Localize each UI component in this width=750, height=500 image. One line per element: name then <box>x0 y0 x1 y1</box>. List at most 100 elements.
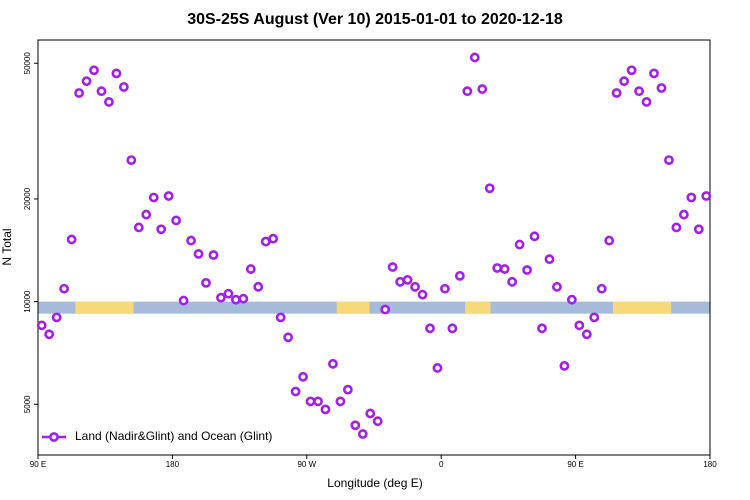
data-point <box>634 86 644 97</box>
x-tick-label: 180 <box>166 460 180 469</box>
data-point <box>260 236 271 247</box>
data-point <box>604 235 615 246</box>
data-point <box>74 88 84 98</box>
data-point <box>320 404 331 415</box>
data-point <box>118 82 129 92</box>
plot-frame <box>37 39 711 456</box>
land-segment <box>465 301 491 314</box>
x-tick-label: 0 <box>439 460 444 469</box>
data-point <box>275 312 286 323</box>
data-point <box>387 262 398 272</box>
data-point <box>611 88 622 98</box>
y-tick-label: 5000 <box>23 395 32 413</box>
data-point <box>365 408 376 419</box>
ocean-band <box>38 301 710 314</box>
data-point <box>283 332 294 343</box>
data-point <box>223 288 234 299</box>
data-point <box>589 312 600 323</box>
data-point <box>313 396 323 407</box>
data-point <box>522 265 532 275</box>
data-point <box>492 263 503 273</box>
data-point <box>514 239 525 250</box>
data-point <box>686 192 697 203</box>
data-point <box>619 76 630 87</box>
data-point <box>350 420 361 431</box>
data-point <box>59 283 70 294</box>
y-axis-label: N Total <box>0 228 14 265</box>
data-point <box>51 312 62 323</box>
data-point <box>328 358 338 369</box>
data-point <box>245 264 256 274</box>
data-point <box>649 68 659 79</box>
data-point <box>290 386 301 397</box>
data-point <box>671 222 682 233</box>
y-tick-label: 20000 <box>23 187 32 210</box>
data-point <box>238 293 249 304</box>
data-point <box>596 283 607 294</box>
data-point <box>372 416 383 427</box>
land-segment <box>75 301 134 314</box>
data-point <box>581 329 592 340</box>
data-point <box>678 209 689 220</box>
data-point <box>574 320 585 331</box>
x-tick-label: 90 E <box>30 460 46 469</box>
data-point <box>469 52 480 63</box>
data-point <box>96 86 107 97</box>
data-point <box>148 192 159 203</box>
data-point <box>693 224 704 235</box>
data-point <box>141 209 152 220</box>
data-point <box>559 360 570 371</box>
data-point <box>44 329 55 340</box>
data-point <box>230 294 241 305</box>
data-point <box>298 371 308 382</box>
data-point <box>305 396 316 407</box>
data-point <box>357 429 368 439</box>
data-point <box>417 289 428 300</box>
data-point <box>566 294 577 305</box>
data-point <box>335 396 346 407</box>
data-point <box>440 283 450 294</box>
data-point <box>537 323 547 334</box>
land-segment <box>612 301 672 314</box>
data-point <box>216 292 226 303</box>
y-tick-label: 10000 <box>23 290 32 313</box>
data-point <box>544 254 555 265</box>
data-point <box>133 222 144 233</box>
data-point <box>454 270 465 281</box>
data-point <box>253 281 264 292</box>
data-point <box>641 97 652 107</box>
data-point <box>89 65 99 76</box>
y-tick-label: 50000 <box>23 52 32 75</box>
data-point <box>111 68 122 79</box>
legend-marker <box>49 432 59 442</box>
data-point <box>656 83 667 93</box>
data-point <box>163 191 174 201</box>
data-point <box>126 155 137 166</box>
data-point <box>380 304 391 315</box>
data-point <box>201 277 211 288</box>
data-point <box>193 249 204 259</box>
data-point <box>268 233 279 244</box>
data-point <box>104 97 114 107</box>
data-point <box>171 215 182 226</box>
data-point <box>432 363 443 373</box>
data-point <box>425 323 435 334</box>
data-point <box>66 234 77 245</box>
data-point <box>410 281 420 292</box>
data-point <box>529 231 540 242</box>
data-point <box>462 86 473 97</box>
data-point <box>402 274 413 285</box>
data-point <box>701 191 712 201</box>
data-point <box>477 84 488 94</box>
land-segment <box>336 301 370 314</box>
x-tick-label: 180 <box>703 460 717 469</box>
data-point <box>664 155 674 166</box>
data-point <box>178 295 189 306</box>
data-point <box>342 384 353 395</box>
data-point <box>156 224 167 235</box>
x-tick-label: 90 E <box>567 460 583 469</box>
data-point <box>186 235 196 246</box>
data-point <box>552 281 562 292</box>
data-point <box>484 183 495 194</box>
